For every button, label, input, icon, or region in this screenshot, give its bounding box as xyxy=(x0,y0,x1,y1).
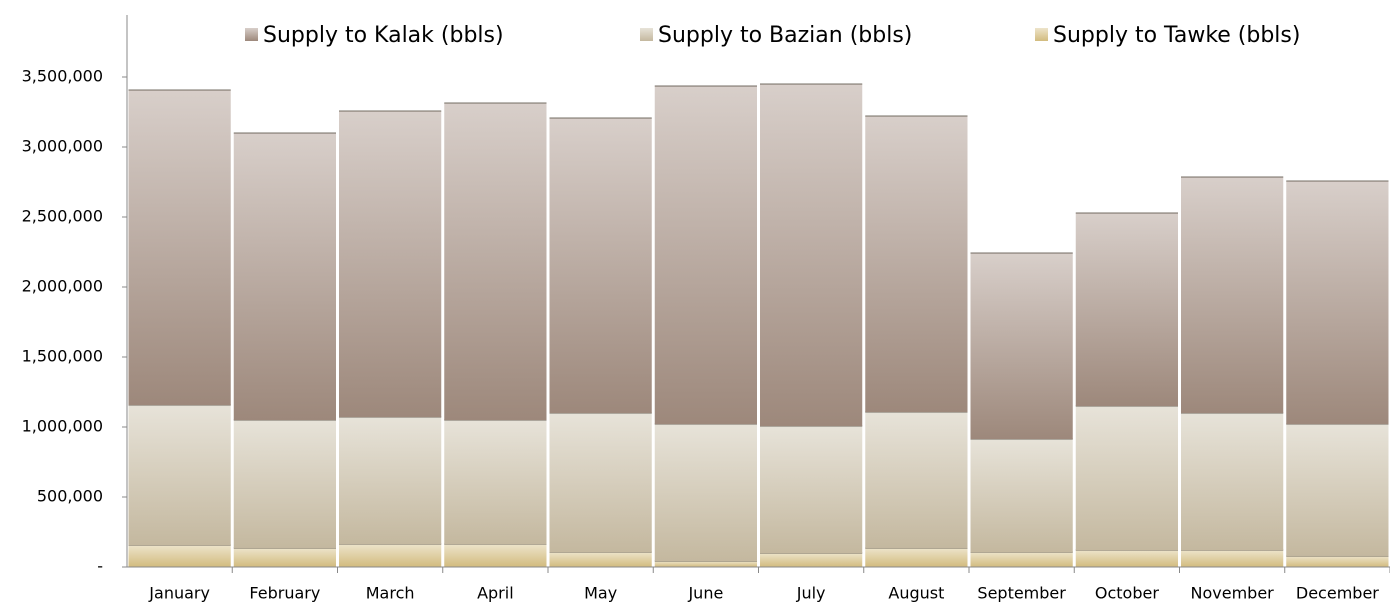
bar-segment xyxy=(1286,424,1389,556)
bar-segment xyxy=(760,426,863,553)
y-tick-label: 2,500,000 xyxy=(22,207,103,226)
bar-segment xyxy=(339,417,442,545)
bar-segment xyxy=(1075,406,1178,551)
y-tick-label: 2,000,000 xyxy=(22,277,103,296)
x-tick-label: July xyxy=(796,584,826,603)
x-tick-label: December xyxy=(1296,584,1379,603)
y-tick-label: 3,500,000 xyxy=(22,67,103,86)
x-tick-label: October xyxy=(1095,584,1159,603)
bar-segment xyxy=(128,405,231,546)
x-tick-label: August xyxy=(888,584,944,603)
bar-segment xyxy=(760,553,863,567)
bar-segment xyxy=(1181,413,1284,551)
x-tick-label: March xyxy=(366,584,415,603)
bar-segment xyxy=(339,544,442,567)
bar-segment xyxy=(970,552,1073,567)
bar-segment xyxy=(970,439,1073,553)
bar-segment xyxy=(444,420,547,545)
bar-segment xyxy=(1286,555,1389,567)
y-tick-label: 500,000 xyxy=(37,487,103,506)
legend-label: Supply to Kalak (bbls) xyxy=(263,23,504,48)
bar-segment xyxy=(128,545,231,567)
bar-segment xyxy=(1286,181,1389,425)
bar-segment xyxy=(970,252,1073,440)
bar-segment xyxy=(128,90,231,406)
bar-segment xyxy=(1181,550,1284,567)
x-tick-label: February xyxy=(249,584,320,603)
bar-segment xyxy=(1075,212,1178,406)
bar-segment xyxy=(760,84,863,427)
bar-segment xyxy=(654,424,757,561)
legend-swatch xyxy=(1035,28,1048,41)
legend-swatch xyxy=(245,28,258,41)
x-tick-label: September xyxy=(977,584,1066,603)
bar-segment xyxy=(654,85,757,425)
bar-segment xyxy=(654,560,757,567)
bar-segment xyxy=(233,547,336,567)
x-tick-label: May xyxy=(584,584,617,603)
x-tick-label: June xyxy=(687,584,723,603)
bar-segment xyxy=(865,412,968,548)
y-tick-label: 3,000,000 xyxy=(22,137,103,156)
bar-segment xyxy=(549,118,652,414)
bar-segment xyxy=(549,413,652,553)
bar-segment xyxy=(444,103,547,420)
x-tick-label: January xyxy=(148,584,210,603)
y-tick-label: - xyxy=(97,557,103,576)
x-tick-label: November xyxy=(1191,584,1275,603)
legend-label: Supply to Bazian (bbls) xyxy=(658,23,912,48)
bar-segment xyxy=(865,547,968,567)
x-tick-label: April xyxy=(477,584,514,603)
bar-segment xyxy=(339,111,442,418)
bar-segment xyxy=(1075,550,1178,567)
y-tick-label: 1,500,000 xyxy=(22,347,103,366)
bar-segment xyxy=(444,544,547,567)
bar-segment xyxy=(865,116,968,413)
y-tick-label: 1,000,000 xyxy=(22,417,103,436)
bar-segment xyxy=(1181,176,1284,413)
bar-segment xyxy=(233,420,336,548)
legend-swatch xyxy=(640,28,653,41)
legend-label: Supply to Tawke (bbls) xyxy=(1053,23,1300,48)
bar-segment xyxy=(549,552,652,567)
bar-segment xyxy=(233,133,336,420)
